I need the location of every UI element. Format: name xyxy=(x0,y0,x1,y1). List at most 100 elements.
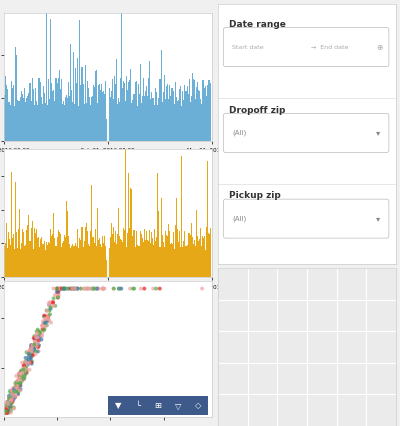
Bar xyxy=(56,237,58,277)
Point xyxy=(32,341,38,348)
Point xyxy=(21,371,27,378)
Bar xyxy=(63,101,64,141)
Point xyxy=(69,285,75,292)
Bar xyxy=(50,19,51,141)
Point xyxy=(18,378,25,385)
Bar xyxy=(172,88,173,141)
Point xyxy=(9,397,15,404)
Point xyxy=(25,350,32,357)
Point xyxy=(12,380,18,386)
Point xyxy=(12,380,18,387)
Bar xyxy=(87,231,88,277)
Bar xyxy=(122,88,123,141)
Bar xyxy=(82,248,84,277)
Bar xyxy=(205,250,206,277)
Bar xyxy=(91,97,92,141)
Point xyxy=(55,290,62,297)
Text: Pickup zip: Pickup zip xyxy=(229,191,280,200)
Point xyxy=(73,285,80,292)
Point xyxy=(2,409,8,416)
Point xyxy=(39,322,45,329)
Point xyxy=(3,405,10,412)
Point xyxy=(6,395,13,402)
Bar xyxy=(92,237,93,277)
Point xyxy=(54,288,60,295)
Point xyxy=(102,285,108,292)
Point xyxy=(62,285,68,292)
Point xyxy=(26,357,32,363)
Point xyxy=(58,285,64,292)
Point xyxy=(2,409,8,416)
Point xyxy=(30,352,36,359)
Bar xyxy=(203,238,204,277)
Bar xyxy=(103,243,104,277)
Bar xyxy=(43,244,44,277)
Bar xyxy=(177,101,178,141)
Point xyxy=(4,409,11,416)
Bar xyxy=(71,246,72,277)
Bar xyxy=(164,247,165,277)
Point xyxy=(34,348,41,355)
Point xyxy=(153,285,159,292)
Text: (All): (All) xyxy=(232,130,246,136)
Point xyxy=(2,406,9,413)
Point xyxy=(19,368,26,375)
Point xyxy=(32,343,38,349)
Point xyxy=(70,285,77,292)
Point xyxy=(2,409,8,416)
Point xyxy=(29,358,35,365)
Point xyxy=(14,378,21,385)
Point xyxy=(19,372,26,379)
Point xyxy=(23,367,30,374)
Point xyxy=(22,359,28,366)
Point xyxy=(32,337,38,344)
Point xyxy=(2,407,9,414)
Point xyxy=(14,378,21,385)
Point xyxy=(32,341,38,348)
Bar xyxy=(202,80,203,141)
Bar xyxy=(41,237,42,277)
Bar xyxy=(4,243,6,277)
Point xyxy=(17,383,23,389)
Bar xyxy=(155,88,156,141)
Point xyxy=(1,409,8,416)
Point xyxy=(4,404,11,411)
Bar xyxy=(40,239,41,277)
Bar xyxy=(175,82,176,141)
Text: Date range: Date range xyxy=(229,20,286,29)
Point xyxy=(1,409,7,416)
Point xyxy=(30,335,37,342)
Point xyxy=(3,409,10,416)
Text: ⊕: ⊕ xyxy=(376,43,383,52)
Bar xyxy=(18,230,19,277)
Bar xyxy=(71,90,72,141)
Point xyxy=(23,357,30,364)
Point xyxy=(46,312,52,319)
Bar xyxy=(208,233,210,277)
Point xyxy=(2,409,8,416)
Bar xyxy=(8,232,9,277)
Point xyxy=(24,359,30,366)
Point xyxy=(150,285,156,292)
Bar xyxy=(150,243,151,277)
Point xyxy=(48,319,54,326)
Bar xyxy=(112,79,113,141)
Point xyxy=(22,354,29,361)
Point xyxy=(62,285,69,292)
Bar xyxy=(23,98,24,141)
Bar xyxy=(62,243,63,277)
Point xyxy=(18,377,24,384)
Point xyxy=(4,409,11,416)
Point xyxy=(47,305,54,312)
Bar xyxy=(80,86,82,141)
Bar xyxy=(73,52,74,141)
Bar xyxy=(149,60,150,141)
Bar xyxy=(58,78,59,141)
Point xyxy=(1,408,8,415)
Point xyxy=(54,285,60,292)
Point xyxy=(46,299,52,306)
Point xyxy=(14,380,21,387)
Point xyxy=(38,336,45,343)
Point xyxy=(2,402,8,409)
Point xyxy=(90,285,96,292)
